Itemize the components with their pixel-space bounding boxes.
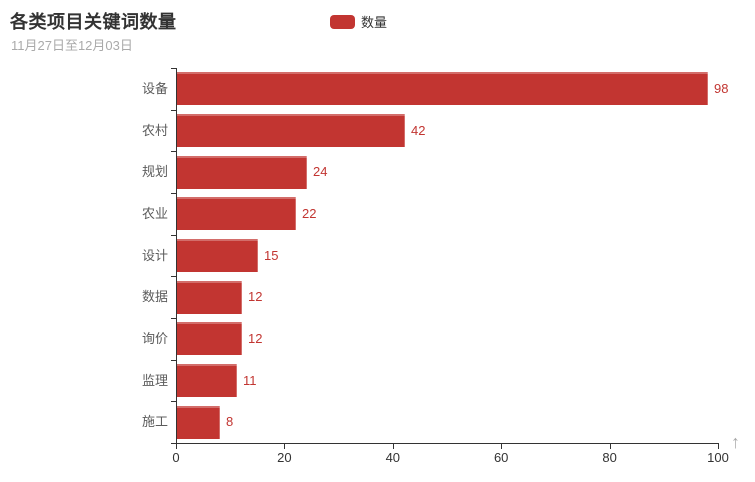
category-label: 询价	[141, 330, 168, 346]
bar-value-label: 15	[264, 247, 279, 263]
y-axis-tick	[171, 151, 177, 153]
category-label: 规划	[141, 164, 168, 180]
y-axis-tick	[171, 318, 177, 319]
y-axis-tick	[171, 193, 177, 194]
x-axis-tick	[392, 444, 394, 449]
bar-数据[interactable]	[177, 280, 242, 314]
x-axis-tick-label: 60	[493, 450, 509, 465]
category-label: 农村	[141, 122, 168, 138]
scroll-to-top-arrow-icon[interactable]: ↑	[731, 432, 740, 452]
bar-设计[interactable]	[177, 239, 258, 272]
y-axis-tick	[171, 234, 177, 236]
bar-监理[interactable]	[177, 364, 237, 397]
legend-swatch-icon	[330, 14, 355, 29]
x-axis-tick	[501, 444, 503, 449]
x-axis-tick-label: 100	[707, 450, 729, 465]
y-axis-tick	[171, 68, 177, 69]
category-label: 施工	[141, 414, 168, 430]
x-axis-tick	[718, 444, 719, 449]
bar-value-label: 42	[411, 122, 426, 138]
x-axis-tick-label: 0	[172, 450, 180, 465]
x-axis-tick	[284, 444, 286, 449]
bar-规划[interactable]	[177, 155, 307, 189]
bar-value-label: 12	[248, 330, 263, 346]
category-label: 农业	[141, 205, 168, 221]
y-axis-tick	[171, 359, 177, 361]
bar-询价[interactable]	[177, 322, 242, 356]
category-label: 设备	[141, 80, 168, 96]
category-label: 数据	[141, 289, 168, 305]
y-axis-tick	[171, 276, 177, 278]
x-axis-tick	[176, 444, 177, 449]
legend-label: 数量	[361, 15, 388, 30]
x-axis-tick	[609, 444, 611, 449]
category-label: 设计	[141, 247, 168, 263]
bar-设备[interactable]	[177, 72, 708, 106]
bar-value-label: 24	[313, 164, 328, 180]
bar-value-label: 11	[243, 372, 257, 388]
legend-item-quantity[interactable]: 数量	[330, 12, 387, 31]
bar-value-label: 8	[226, 414, 234, 430]
category-label: 监理	[141, 372, 168, 388]
bar-value-label: 12	[248, 289, 263, 305]
x-axis-tick-label: 20	[277, 450, 292, 465]
y-axis-tick	[171, 109, 177, 111]
x-axis-tick-label: 40	[385, 450, 401, 465]
y-axis-line	[176, 68, 177, 443]
x-axis-tick-label: 80	[602, 450, 617, 465]
y-axis-tick	[171, 443, 177, 444]
bar-value-label: 22	[302, 205, 317, 221]
bar-农业[interactable]	[177, 197, 296, 231]
chart-subtitle: 11月27日至12月03日	[11, 38, 133, 53]
x-axis-line	[176, 443, 719, 444]
chart-title: 各类项目关键词数量	[10, 12, 177, 32]
y-axis-tick	[171, 401, 177, 403]
bar-施工[interactable]	[177, 405, 220, 439]
bar-value-label: 98	[714, 80, 729, 96]
bar-农村[interactable]	[177, 114, 405, 147]
